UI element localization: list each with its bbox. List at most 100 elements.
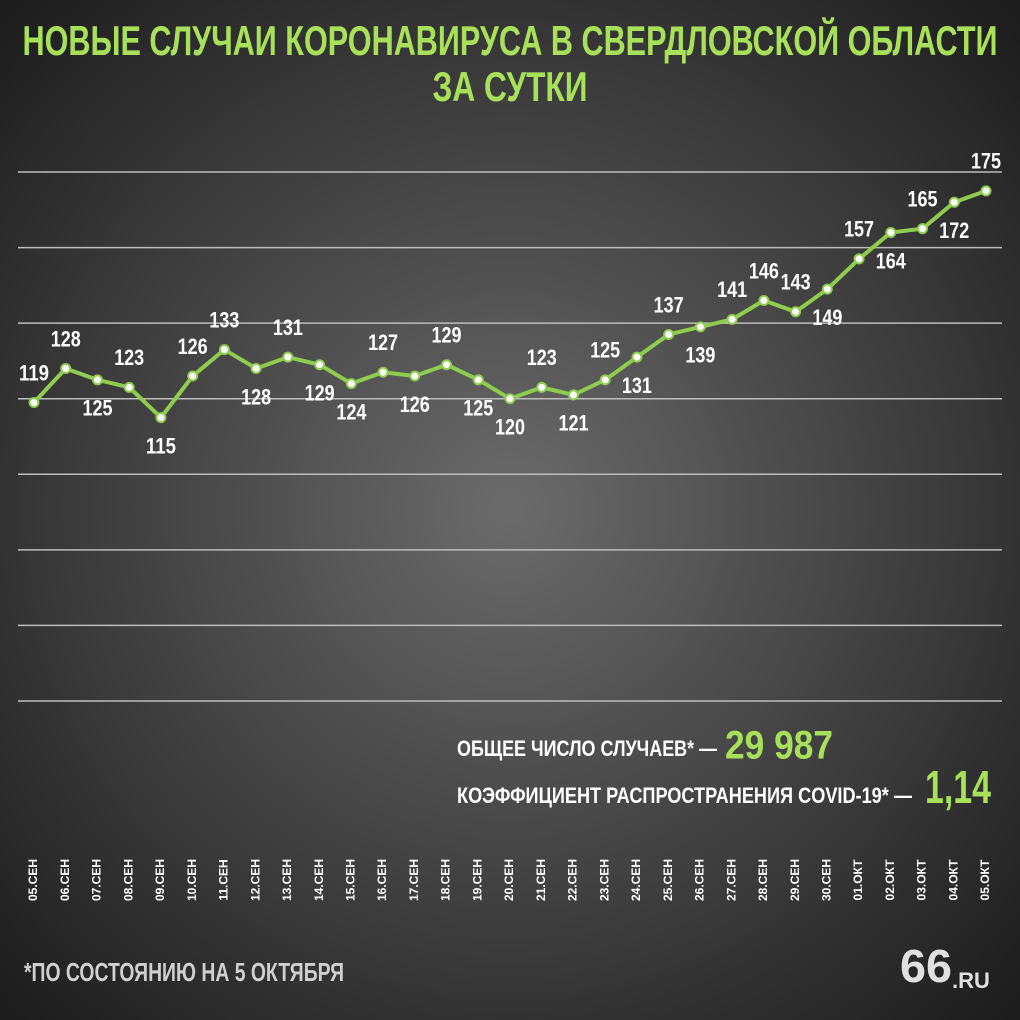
- annotation-value: 29 987: [725, 724, 833, 768]
- x-tick-label: 12.СЕН: [248, 859, 262, 901]
- chart-title: НОВЫЕ СЛУЧАИ КОРОНАВИРУСА В СВЕРДЛОВСКОЙ…: [23, 16, 998, 64]
- point: [726, 313, 738, 325]
- point: [504, 393, 516, 405]
- x-tick-label: 10.СЕН: [185, 859, 199, 901]
- point: [536, 381, 548, 393]
- data-label: 146: [749, 258, 779, 283]
- point: [409, 370, 421, 382]
- point: [758, 294, 770, 306]
- data-label: 141: [717, 277, 747, 302]
- point: [853, 253, 865, 265]
- data-label: 127: [368, 330, 398, 355]
- point: [218, 344, 230, 356]
- data-label: 115: [146, 433, 176, 458]
- data-label: 131: [273, 315, 303, 340]
- logo: .RU: [952, 968, 990, 993]
- data-label: 133: [209, 307, 239, 332]
- data-label: 157: [844, 217, 874, 242]
- data-label: 131: [622, 373, 652, 398]
- x-tick-label: 21.СЕН: [534, 859, 548, 901]
- data-label: 121: [558, 411, 588, 436]
- data-label: 172: [939, 218, 969, 243]
- point: [821, 283, 833, 295]
- annotation-label: ОБЩЕЕ ЧИСЛО СЛУЧАЕВ* —: [457, 736, 717, 761]
- data-label: 125: [463, 396, 493, 421]
- x-tick-label: 05.ОКТ: [978, 859, 992, 901]
- point: [599, 374, 611, 386]
- data-label: 129: [432, 323, 462, 348]
- chart-title: ЗА СУТКИ: [433, 63, 588, 110]
- data-label: 126: [400, 392, 430, 417]
- x-tick-label: 14.СЕН: [312, 859, 326, 901]
- point: [123, 381, 135, 393]
- x-tick-label: 08.СЕН: [121, 859, 135, 901]
- point: [441, 359, 453, 371]
- x-tick-label: 11.СЕН: [217, 859, 231, 900]
- point: [250, 362, 262, 374]
- annotation-label: КОЭФФИЦИЕНТ РАСПРОСТРАНЕНИЯ COVID-19* —: [457, 783, 912, 808]
- x-tick-label: 25.СЕН: [661, 859, 675, 901]
- x-tick-label: 06.СЕН: [58, 859, 72, 901]
- point: [187, 370, 199, 382]
- x-tick-label: 17.СЕН: [407, 859, 421, 901]
- x-tick-label: 05.СЕН: [26, 859, 40, 901]
- data-label: 128: [241, 384, 271, 409]
- x-tick-label: 22.СЕН: [566, 859, 580, 901]
- x-tick-label: 20.СЕН: [502, 859, 516, 901]
- x-tick-label: 15.СЕН: [344, 859, 358, 901]
- data-label: 126: [178, 334, 208, 359]
- data-label: 137: [654, 292, 684, 317]
- data-label: 139: [685, 343, 715, 368]
- point: [631, 351, 643, 363]
- data-label: 165: [908, 186, 938, 211]
- logo: 66: [900, 940, 952, 992]
- x-tick-label: 01.ОКТ: [851, 859, 865, 901]
- data-label: 129: [305, 381, 335, 406]
- x-tick-label: 29.СЕН: [788, 859, 802, 901]
- x-tick-label: 24.СЕН: [629, 859, 643, 901]
- point: [345, 378, 357, 390]
- point: [472, 374, 484, 386]
- point: [155, 412, 167, 424]
- point: [282, 351, 294, 363]
- data-label: 119: [19, 360, 49, 385]
- data-label: 123: [114, 345, 144, 370]
- x-tick-label: 30.СЕН: [820, 859, 834, 901]
- data-label: 143: [781, 270, 811, 295]
- point: [663, 328, 675, 340]
- x-tick-label: 23.СЕН: [597, 859, 611, 901]
- x-tick-label: 04.ОКТ: [946, 859, 960, 901]
- x-tick-label: 18.СЕН: [439, 859, 453, 901]
- data-label: 123: [527, 345, 557, 370]
- x-tick-label: 16.СЕН: [375, 859, 389, 901]
- data-label: 128: [51, 326, 81, 351]
- point: [377, 366, 389, 378]
- x-tick-label: 27.СЕН: [724, 859, 738, 901]
- annotation-value: 1,14: [925, 761, 991, 813]
- data-label: 124: [336, 399, 367, 424]
- x-tick-label: 07.СЕН: [90, 859, 104, 901]
- point: [917, 223, 929, 235]
- x-tick-label: 26.СЕН: [693, 859, 707, 901]
- point: [28, 396, 40, 408]
- data-label: 125: [590, 338, 620, 363]
- x-tick-label: 09.СЕН: [153, 859, 167, 901]
- data-label: 125: [82, 396, 112, 421]
- data-label: 149: [812, 305, 842, 330]
- point: [885, 226, 897, 238]
- x-tick-label: 13.СЕН: [280, 859, 294, 901]
- point: [91, 374, 103, 386]
- point: [790, 306, 802, 318]
- point: [567, 389, 579, 401]
- data-label: 120: [495, 415, 525, 440]
- point: [980, 185, 992, 197]
- x-tick-label: 19.СЕН: [470, 859, 484, 901]
- x-tick-label: 03.ОКТ: [915, 859, 929, 901]
- footnote: *ПО СОСТОЯНИЮ НА 5 ОКТЯБРЯ: [24, 957, 344, 987]
- point: [60, 362, 72, 374]
- x-tick-label: 02.ОКТ: [883, 859, 897, 901]
- point: [694, 321, 706, 333]
- point: [314, 359, 326, 371]
- data-label: 175: [971, 149, 1001, 174]
